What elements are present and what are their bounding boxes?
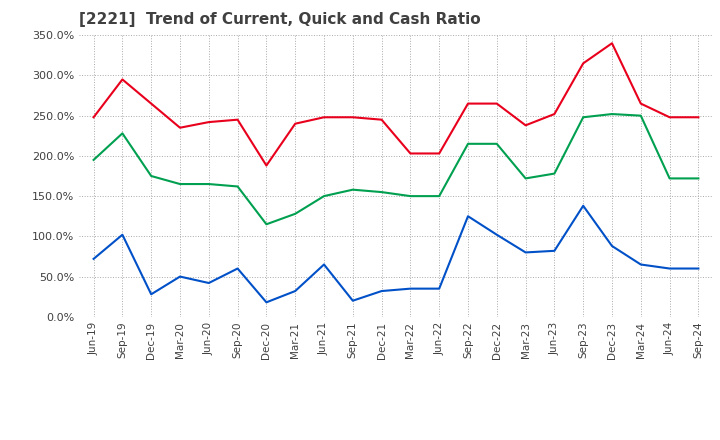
- Cash Ratio: [579, 203, 588, 209]
- Cash Ratio: [233, 266, 242, 271]
- Current Ratio: [636, 101, 645, 106]
- Current Ratio: [204, 119, 213, 125]
- Current Ratio: [262, 163, 271, 168]
- Quick Ratio: [464, 141, 472, 147]
- Cash Ratio: [147, 292, 156, 297]
- Quick Ratio: [636, 113, 645, 118]
- Quick Ratio: [694, 176, 703, 181]
- Cash Ratio: [406, 286, 415, 291]
- Current Ratio: [320, 115, 328, 120]
- Cash Ratio: [89, 256, 98, 261]
- Current Ratio: [694, 115, 703, 120]
- Cash Ratio: [608, 243, 616, 249]
- Cash Ratio: [291, 288, 300, 293]
- Cash Ratio: [377, 288, 386, 293]
- Quick Ratio: [608, 111, 616, 117]
- Quick Ratio: [89, 157, 98, 162]
- Quick Ratio: [262, 222, 271, 227]
- Current Ratio: [608, 40, 616, 46]
- Current Ratio: [492, 101, 501, 106]
- Quick Ratio: [492, 141, 501, 147]
- Current Ratio: [579, 61, 588, 66]
- Current Ratio: [147, 101, 156, 106]
- Current Ratio: [89, 115, 98, 120]
- Quick Ratio: [320, 194, 328, 199]
- Line: Quick Ratio: Quick Ratio: [94, 114, 698, 224]
- Quick Ratio: [579, 115, 588, 120]
- Current Ratio: [665, 115, 674, 120]
- Cash Ratio: [665, 266, 674, 271]
- Current Ratio: [176, 125, 184, 130]
- Current Ratio: [348, 115, 357, 120]
- Quick Ratio: [233, 184, 242, 189]
- Cash Ratio: [262, 300, 271, 305]
- Cash Ratio: [320, 262, 328, 267]
- Quick Ratio: [348, 187, 357, 192]
- Current Ratio: [550, 111, 559, 117]
- Cash Ratio: [118, 232, 127, 237]
- Quick Ratio: [521, 176, 530, 181]
- Quick Ratio: [435, 194, 444, 199]
- Line: Cash Ratio: Cash Ratio: [94, 206, 698, 302]
- Cash Ratio: [550, 248, 559, 253]
- Text: [2221]  Trend of Current, Quick and Cash Ratio: [2221] Trend of Current, Quick and Cash …: [79, 12, 481, 27]
- Quick Ratio: [406, 194, 415, 199]
- Line: Current Ratio: Current Ratio: [94, 43, 698, 165]
- Cash Ratio: [636, 262, 645, 267]
- Quick Ratio: [176, 181, 184, 187]
- Cash Ratio: [348, 298, 357, 303]
- Quick Ratio: [147, 173, 156, 179]
- Current Ratio: [291, 121, 300, 126]
- Current Ratio: [377, 117, 386, 122]
- Quick Ratio: [291, 211, 300, 216]
- Current Ratio: [464, 101, 472, 106]
- Cash Ratio: [694, 266, 703, 271]
- Current Ratio: [435, 151, 444, 156]
- Quick Ratio: [550, 171, 559, 176]
- Current Ratio: [233, 117, 242, 122]
- Current Ratio: [118, 77, 127, 82]
- Quick Ratio: [665, 176, 674, 181]
- Cash Ratio: [492, 232, 501, 237]
- Cash Ratio: [204, 280, 213, 286]
- Quick Ratio: [377, 190, 386, 195]
- Cash Ratio: [435, 286, 444, 291]
- Cash Ratio: [176, 274, 184, 279]
- Quick Ratio: [118, 131, 127, 136]
- Quick Ratio: [204, 181, 213, 187]
- Cash Ratio: [464, 213, 472, 219]
- Current Ratio: [521, 123, 530, 128]
- Cash Ratio: [521, 250, 530, 255]
- Current Ratio: [406, 151, 415, 156]
